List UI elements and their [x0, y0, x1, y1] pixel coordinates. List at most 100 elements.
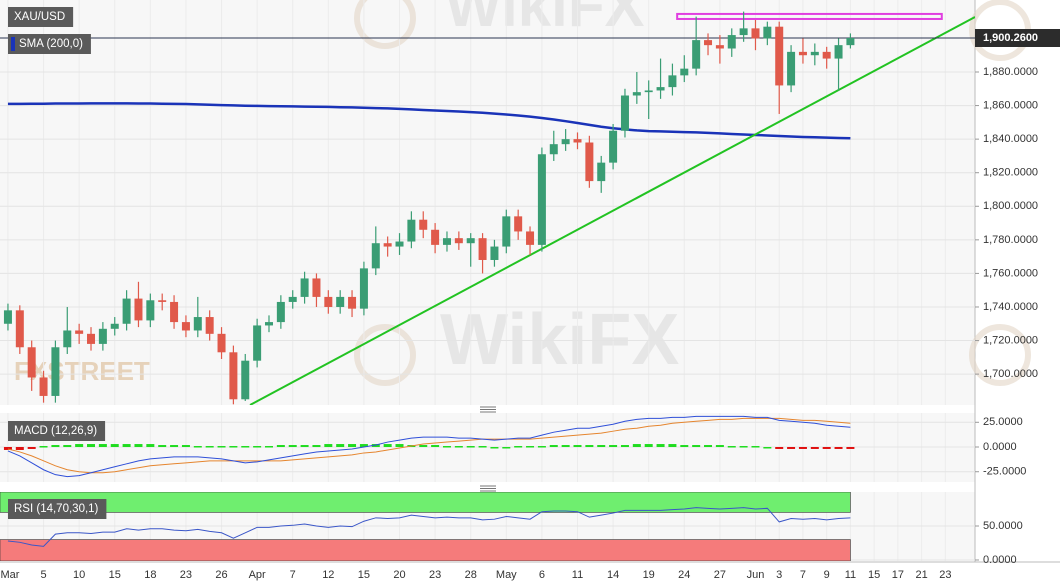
candle-body	[514, 216, 523, 232]
label-box	[8, 34, 91, 54]
candle-body	[300, 278, 309, 297]
histogram-bar	[134, 444, 143, 448]
x-tick-label: 15	[868, 569, 880, 581]
candle-body	[15, 310, 24, 348]
x-tick-label: 23	[180, 569, 192, 581]
x-tick-label: Apr	[249, 569, 266, 581]
x-tick-label: 23	[939, 569, 951, 581]
histogram-bar	[727, 446, 736, 448]
histogram-bar	[763, 447, 772, 449]
candle-body	[110, 323, 119, 329]
histogram-bar	[715, 445, 724, 448]
resize-handle[interactable]	[480, 406, 496, 492]
histogram-bar	[39, 446, 48, 448]
y-tick-label: 0.0000	[983, 441, 1017, 453]
watermark: WikiFX	[440, 300, 679, 380]
candle-body	[573, 139, 582, 143]
histogram-bar	[146, 444, 155, 448]
y-tick-label: 0.0000	[983, 554, 1017, 566]
histogram-bar	[537, 446, 546, 448]
indicator-label: RSI (14,70,30,1)	[8, 499, 107, 519]
resistance-zone	[676, 12, 943, 20]
candle-body	[537, 154, 546, 245]
macd-line	[7, 415, 851, 478]
price-label-box	[975, 28, 1060, 47]
histogram-bar	[644, 444, 653, 448]
x-tick-label: 19	[643, 569, 655, 581]
y-tick-label: -25.0000	[983, 466, 1026, 478]
y-tick-label: 1,800.0000	[983, 200, 1038, 212]
histogram-bar	[502, 447, 511, 449]
x-tick-label: 7	[800, 569, 806, 581]
x-tick-label: Mar	[1, 569, 20, 581]
histogram-bar	[63, 445, 72, 448]
last-price-label: 1,900.2600	[983, 32, 1038, 44]
histogram-bar	[466, 446, 475, 448]
indicator-label: MACD (12,26,9)	[8, 421, 106, 441]
candle-body	[656, 87, 665, 91]
candle-body	[241, 360, 250, 400]
candle-body	[644, 90, 653, 93]
histogram-bar	[122, 444, 131, 448]
histogram-bar	[51, 445, 60, 448]
histogram-bar	[478, 446, 487, 448]
histogram-bar	[75, 444, 84, 448]
histogram-bar	[98, 444, 107, 448]
histogram-bar	[549, 445, 558, 448]
histogram-bar	[656, 444, 665, 448]
candle-body	[775, 26, 784, 86]
x-tick-label: 14	[607, 569, 619, 581]
candle-body	[3, 310, 12, 324]
candle-body	[668, 75, 677, 88]
indicator-label: SMA (200,0)	[8, 34, 91, 54]
candle-body	[680, 68, 689, 76]
x-tick-label: 11	[572, 569, 583, 581]
x-tick-label: 24	[678, 569, 690, 581]
x-tick-label: 18	[144, 569, 156, 581]
histogram-bar	[87, 444, 96, 448]
candle-body	[87, 333, 96, 344]
candle-body	[229, 352, 238, 400]
histogram-bar	[312, 445, 321, 448]
x-tick-label: 5	[40, 569, 46, 581]
histogram-bar	[205, 446, 214, 448]
candle-body	[632, 92, 641, 96]
candle-body	[727, 35, 736, 49]
price-panel	[0, 0, 975, 405]
histogram-bar	[324, 444, 333, 448]
histogram-bar	[739, 446, 748, 448]
candle-body	[395, 241, 404, 247]
candle-body	[253, 325, 262, 361]
candle-body	[170, 301, 179, 323]
panel-content	[0, 0, 975, 405]
histogram-bar	[431, 445, 440, 448]
candle-body	[442, 238, 451, 245]
candle-body	[478, 238, 487, 260]
x-tick-label: 12	[322, 569, 334, 581]
candle-body	[798, 51, 807, 56]
trendline	[249, 16, 975, 405]
y-tick-label: 50.0000	[983, 520, 1023, 532]
histogram-bar	[597, 445, 606, 448]
histogram-bar	[454, 446, 463, 448]
candle-body	[63, 330, 72, 348]
label-box	[8, 499, 107, 519]
candle-body	[704, 40, 713, 46]
histogram-bar	[181, 445, 190, 448]
candle-body	[324, 296, 333, 307]
candle-body	[692, 40, 701, 69]
x-tick-label: 28	[465, 569, 477, 581]
y-tick-label: 1,780.0000	[983, 234, 1038, 246]
candle-body	[348, 296, 357, 309]
histogram-bar	[253, 446, 262, 448]
histogram-bar	[241, 446, 250, 448]
histogram-bar	[798, 447, 807, 449]
candle-body	[181, 322, 190, 331]
histogram-bar	[3, 447, 12, 450]
label-box	[8, 7, 74, 27]
histogram-bar	[229, 446, 238, 448]
x-tick-label: 7	[290, 569, 296, 581]
y-tick-label: 1,880.0000	[983, 66, 1038, 78]
histogram-bar	[514, 446, 523, 448]
candle-body	[264, 322, 273, 326]
